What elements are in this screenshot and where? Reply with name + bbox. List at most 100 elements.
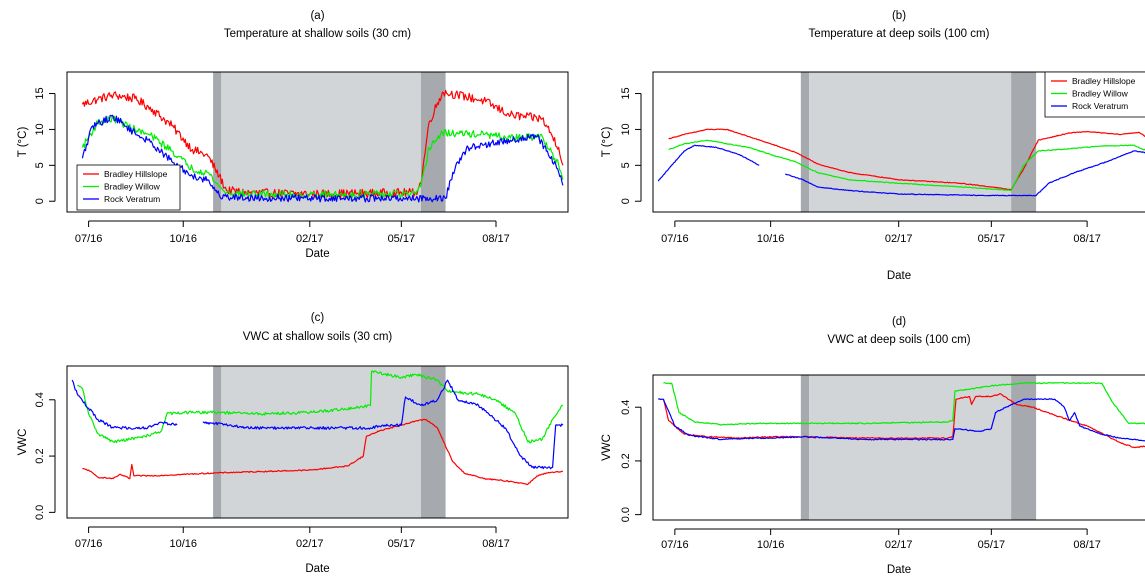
x-tick-label: 02/17	[296, 538, 324, 550]
series-lines	[81, 89, 564, 203]
x-tick-label: 07/16	[661, 539, 689, 551]
y-tick-label: 0	[620, 198, 632, 204]
x-tick-label: 02/17	[885, 539, 913, 551]
legend-entry: Rock Veratrum	[104, 194, 160, 204]
x-tick-label: 07/16	[75, 233, 103, 245]
panel-a-shallow-temperature: (a) Temperature at shallow soils (30 cm) 0…	[17, 10, 569, 260]
shaded-period-dark	[1011, 375, 1037, 520]
panel-label: (d)	[892, 316, 906, 328]
y-tick-label: 15	[34, 87, 46, 99]
legend-box	[76, 164, 181, 211]
series-lines	[657, 381, 1145, 449]
shaded-period-light	[221, 366, 421, 518]
legend-entry: Bradley Willow	[104, 182, 161, 192]
y-tick-label: 0.0	[620, 507, 632, 522]
y-tick-label: 0.2	[620, 453, 632, 468]
y-tick-label: 5	[620, 162, 632, 168]
y-axis-label: T (°C)	[601, 127, 613, 158]
x-tick-label: 08/17	[1073, 233, 1101, 245]
plot-frame	[652, 374, 1145, 521]
x-tick-label: 10/16	[169, 538, 197, 550]
panel-title: VWC at shallow soils (30 cm)	[243, 331, 393, 343]
x-axis-label: Date	[887, 564, 911, 576]
shaded-period-light	[809, 375, 1012, 520]
shaded-period-dark	[800, 375, 810, 520]
series-lines	[657, 128, 1145, 197]
x-axis-label: Date	[887, 270, 911, 282]
series-line-bradley-willow	[81, 115, 564, 199]
x-tick-label: 05/17	[388, 233, 416, 245]
panel-label: (c)	[311, 312, 325, 324]
y-axis-label: T (°C)	[17, 127, 29, 158]
x-tick-label: 05/17	[978, 233, 1006, 245]
legend-entry: Rock Veratrum	[1072, 101, 1128, 111]
series-line-bradley-hillslope	[81, 89, 564, 199]
x-axis: 07/16 10/16 02/17 05/17 08/17	[75, 220, 510, 245]
x-tick-label: 02/17	[885, 233, 913, 245]
legend: Bradley Hillslope Bradley Willow Rock Vera…	[76, 164, 181, 211]
y-tick-label: 10	[34, 123, 46, 135]
x-tick-label: 10/16	[757, 539, 785, 551]
panel-b-deep-temperature: (b) Temperature at deep soils (100 cm) 0 5 1…	[601, 10, 1145, 282]
x-tick-label: 08/17	[482, 538, 510, 550]
y-axis-label: VWC	[17, 429, 29, 456]
shaded-period-dark	[213, 72, 222, 212]
x-axis: 07/16 10/16 02/17 05/17 08/17	[661, 528, 1101, 551]
series-line-bradley-willow	[668, 139, 1145, 192]
x-tick-label: 10/16	[169, 233, 197, 245]
y-axis: 0.0 0.2 0.4	[620, 400, 642, 522]
y-axis: 0 5 10 15	[34, 87, 56, 204]
y-tick-label: 0.4	[34, 392, 46, 407]
series-line-1	[82, 418, 564, 486]
y-tick-label: 15	[620, 87, 632, 99]
shaded-period-light	[221, 72, 421, 212]
legend-box	[1044, 71, 1145, 118]
y-axis-label: VWC	[601, 434, 613, 461]
shaded-period-dark	[420, 366, 446, 518]
panel-c-shallow-vwc: (c) VWC at shallow soils (30 cm) 0.0 0.2 0.4…	[17, 312, 569, 575]
plot-frame	[652, 71, 1145, 213]
x-tick-label: 07/16	[75, 538, 103, 550]
series-line-3	[657, 398, 1145, 442]
series-lines	[71, 370, 564, 486]
x-tick-label: 07/16	[661, 233, 689, 245]
series-line-2	[663, 381, 1145, 426]
legend-entry: Bradley Willow	[1072, 89, 1129, 99]
panel-title: Temperature at shallow soils (30 cm)	[224, 28, 411, 40]
x-tick-label: 05/17	[978, 539, 1006, 551]
shaded-period-dark	[1011, 72, 1037, 212]
shaded-periods	[213, 366, 446, 518]
x-tick-label: 08/17	[1073, 539, 1101, 551]
x-tick-label: 10/16	[757, 233, 785, 245]
x-axis-label: Date	[305, 563, 329, 575]
plot-frame	[66, 71, 569, 213]
y-tick-label: 0.0	[34, 505, 46, 520]
shaded-periods	[800, 72, 1037, 212]
legend: Bradley Hillslope Bradley Willow Rock Vera…	[1044, 71, 1145, 118]
series-line-2	[77, 370, 563, 444]
panel-d-deep-vwc: (d) VWC at deep soils (100 cm) 0.0 0.2 0.4 VW…	[601, 316, 1145, 576]
shaded-periods	[800, 375, 1037, 520]
series-line-rock-veratrum	[657, 144, 1145, 197]
x-axis: 07/16 10/16 02/17 05/17 08/17	[661, 220, 1101, 245]
x-axis: 07/16 10/16 02/17 05/17 08/17	[75, 526, 510, 550]
panel-label: (a)	[310, 10, 324, 22]
shaded-period-dark	[213, 366, 222, 518]
x-tick-label: 05/17	[388, 538, 416, 550]
shaded-period-dark	[800, 72, 810, 212]
y-tick-label: 10	[620, 123, 632, 135]
series-line-3	[71, 379, 564, 470]
y-tick-label: 0.2	[34, 448, 46, 463]
x-tick-label: 08/17	[482, 233, 510, 245]
panel-title: VWC at deep soils (100 cm)	[827, 334, 970, 346]
y-axis: 0 5 10 15	[620, 87, 642, 204]
legend-entry: Bradley Hillslope	[104, 169, 168, 179]
series-line-bradley-hillslope	[668, 128, 1145, 191]
panel-title: Temperature at deep soils (100 cm)	[809, 28, 990, 40]
legend-entry: Bradley Hillslope	[1072, 76, 1136, 86]
y-tick-label: 5	[34, 162, 46, 168]
x-tick-label: 02/17	[296, 233, 324, 245]
y-tick-label: 0.4	[620, 400, 632, 415]
y-axis: 0.0 0.2 0.4	[34, 392, 56, 520]
